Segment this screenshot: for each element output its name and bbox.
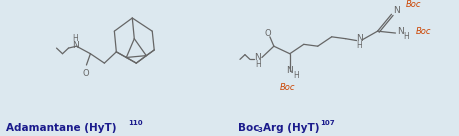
Text: H: H xyxy=(293,71,299,80)
Text: N: N xyxy=(72,41,79,50)
Text: N: N xyxy=(393,6,400,15)
Text: H: H xyxy=(255,60,261,69)
Text: Boc: Boc xyxy=(405,0,421,9)
Text: N: N xyxy=(255,53,261,62)
Text: O: O xyxy=(264,29,271,38)
Text: 107: 107 xyxy=(320,120,334,126)
Text: Boc: Boc xyxy=(280,83,296,92)
Text: 110: 110 xyxy=(129,120,143,126)
Text: H: H xyxy=(403,32,409,41)
Text: Boc: Boc xyxy=(238,123,259,133)
Text: O: O xyxy=(82,69,89,78)
Text: H: H xyxy=(357,41,363,50)
Text: N: N xyxy=(286,66,293,75)
Text: Boc: Boc xyxy=(415,27,431,36)
Text: 3: 3 xyxy=(258,127,263,133)
Text: Adamantane (HyT): Adamantane (HyT) xyxy=(6,123,116,133)
Text: H: H xyxy=(73,34,78,43)
Text: N: N xyxy=(356,34,363,43)
Text: N: N xyxy=(397,27,404,36)
Text: Arg (HyT): Arg (HyT) xyxy=(263,123,319,133)
